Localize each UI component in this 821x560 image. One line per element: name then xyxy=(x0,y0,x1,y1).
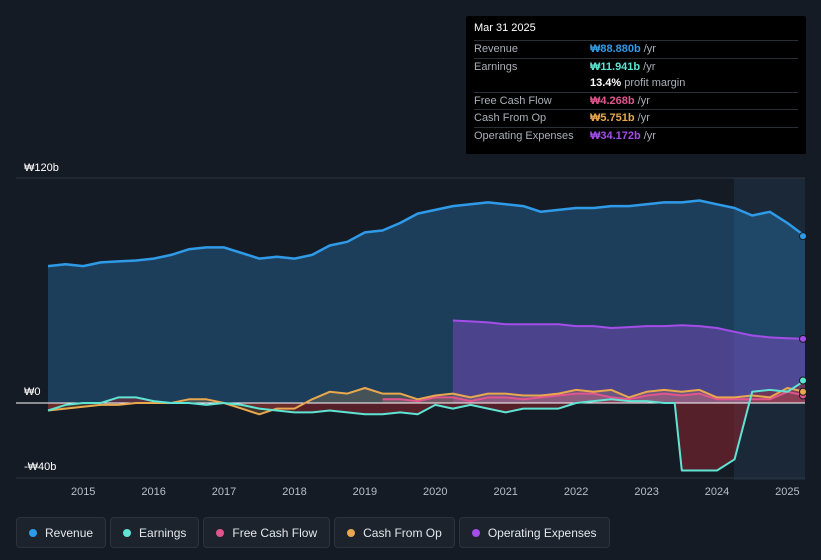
tooltip-row-earnings: Earnings ₩11.941b /yr xyxy=(474,57,798,76)
earnings-dot-icon xyxy=(123,528,132,537)
legend-item-operating-expenses[interactable]: Operating Expenses xyxy=(458,517,610,548)
tooltip-row-opex: Operating Expenses ₩34.172b /yr xyxy=(474,126,798,145)
tooltip-row-revenue: Revenue ₩88.880b /yr xyxy=(474,40,798,58)
cash-from-op-area xyxy=(48,388,805,415)
earnings-line xyxy=(47,379,806,472)
operating-expenses-dot-icon xyxy=(471,528,480,537)
tooltip-value: ₩5.751b xyxy=(590,112,635,125)
tooltip-date: Mar 31 2025 xyxy=(474,22,536,34)
tooltip-value: ₩34.172b xyxy=(590,129,641,142)
legend-label: Cash From Op xyxy=(363,525,442,540)
legend-item-free-cash-flow[interactable]: Free Cash Flow xyxy=(203,517,331,548)
tooltip-unit: /yr xyxy=(643,129,656,142)
x-tick-label: 2017 xyxy=(212,486,236,498)
x-tick-label: 2022 xyxy=(564,486,588,498)
revenue-dot-icon xyxy=(29,528,37,537)
revenue-end-dot xyxy=(799,232,807,241)
tooltip-label: Free Cash Flow xyxy=(474,94,552,107)
legend-label: Free Cash Flow xyxy=(232,525,318,540)
tooltip-unit: /yr xyxy=(637,94,650,107)
tooltip-value: ₩4.268b xyxy=(590,94,635,107)
operating-expenses-area xyxy=(452,320,805,403)
revenue-line xyxy=(47,199,806,268)
tooltip-row-margin: 13.4% profit margin xyxy=(474,75,798,92)
free-cash-flow-line xyxy=(382,390,806,403)
x-tick-label: 2024 xyxy=(705,486,729,498)
x-tick-label: 2021 xyxy=(493,486,517,498)
tooltip-label: Earnings xyxy=(474,60,518,73)
legend-label: Earnings xyxy=(139,525,187,540)
earnings-end-dot xyxy=(799,376,807,385)
tooltip-unit: /yr xyxy=(637,112,650,125)
x-tick-label: 2019 xyxy=(353,486,377,498)
tooltip-label: Operating Expenses xyxy=(474,129,574,142)
tooltip-label: Revenue xyxy=(474,43,519,56)
operating-expenses-line xyxy=(452,319,806,340)
tooltip-unit: /yr xyxy=(643,60,656,73)
cash-from-op-dot-icon xyxy=(347,528,356,537)
profit-margin-value: 13.4% xyxy=(590,77,622,90)
tooltip-label: Cash From Op xyxy=(474,112,547,125)
cash-from-op-end-dot xyxy=(799,387,807,396)
revenue-area xyxy=(48,200,805,403)
y-label-top: ₩120b xyxy=(24,162,59,174)
tooltip-value: ₩11.941b xyxy=(590,60,641,73)
y-label-zero: ₩0 xyxy=(24,386,41,398)
chart-legend: Revenue Earnings Free Cash Flow Cash Fro… xyxy=(16,517,610,548)
legend-label: Revenue xyxy=(45,525,94,540)
operating-expenses-end-dot xyxy=(799,334,807,343)
x-tick-label: 2015 xyxy=(71,486,95,498)
tooltip-row-cfo: Cash From Op ₩5.751b /yr xyxy=(474,109,798,127)
chart-svg: ₩120b ₩0 -₩40b 2015 2016 2017 2018 2019 2020 2… xyxy=(16,162,807,498)
tooltip-value: ₩88.880b xyxy=(590,43,641,56)
y-label-bottom: -₩40b xyxy=(24,461,56,473)
x-tick-label: 2016 xyxy=(141,486,165,498)
x-tick-label: 2023 xyxy=(634,486,658,498)
x-tick-label: 2025 xyxy=(775,486,799,498)
legend-item-revenue[interactable]: Revenue xyxy=(16,517,107,548)
data-tooltip: Mar 31 2025 Revenue ₩88.880b /yr Earning… xyxy=(466,16,806,154)
legend-label: Operating Expenses xyxy=(487,525,597,540)
x-tick-label: 2018 xyxy=(282,486,306,498)
legend-item-cash-from-op[interactable]: Cash From Op xyxy=(334,517,455,548)
x-tick-label: 2020 xyxy=(423,486,447,498)
legend-item-earnings[interactable]: Earnings xyxy=(110,517,200,548)
profit-margin-text: profit margin xyxy=(624,77,686,90)
tooltip-row-fcf: Free Cash Flow ₩4.268b /yr xyxy=(474,91,798,110)
free-cash-flow-dot-icon xyxy=(216,528,225,537)
tooltip-unit: /yr xyxy=(643,43,656,56)
